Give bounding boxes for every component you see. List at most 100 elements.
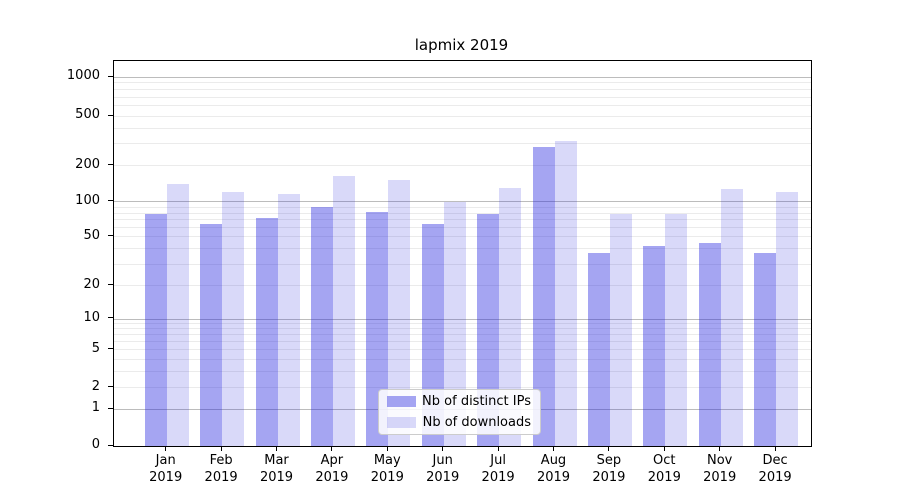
bar-distinct-ips [754,253,777,446]
minor-gridline [114,334,811,336]
year-label: 2019 [426,470,460,485]
year-label: 2019 [647,470,681,485]
bar-downloads [499,188,522,446]
year-label: 2019 [592,470,626,485]
minor-gridline [114,285,811,287]
bar-distinct-ips [310,207,333,446]
ytick-mark [108,200,113,202]
ytick-mark [108,348,113,350]
minor-gridline [114,248,811,250]
legend-label-distinct-ips: Nb of distinct IPs [422,394,531,409]
xtick-mark [386,446,388,451]
month-label: Mar [264,453,289,468]
month-label: Feb [209,453,233,468]
ytick-mark [108,164,113,166]
bar-distinct-ips [144,214,167,446]
major-gridline [114,201,811,203]
year-label: 2019 [149,470,183,485]
xtick-label: Sep 2019 [579,452,639,486]
month-label: Aug [540,453,567,468]
month-label: Apr [320,453,344,468]
ytick-mark [108,235,113,237]
bar-downloads [776,192,799,446]
minor-gridline [114,127,811,129]
xtick-label: Feb 2019 [191,452,251,486]
ytick-label: 50 [83,227,100,243]
year-label: 2019 [259,470,294,485]
ytick-mark [108,114,113,116]
month-label: Jan [155,453,176,468]
xtick-mark [165,446,167,451]
minor-gridline [114,206,811,208]
year-label: 2019 [481,470,515,485]
ytick-mark [108,407,113,409]
minor-gridline [114,323,811,325]
ytick-label: 5 [91,340,100,356]
minor-gridline [114,263,811,265]
minor-gridline [114,212,811,214]
minor-gridline [114,143,811,145]
bar-downloads [166,184,189,446]
xtick-label: Jul 2019 [468,452,528,486]
ytick-mark [108,386,113,388]
xtick-mark [276,446,277,451]
year-label: 2019 [315,470,349,485]
xtick-mark [497,446,499,451]
minor-gridline [114,341,811,343]
major-gridline [114,318,811,320]
ytick-label: 1 [91,400,100,415]
ytick-label: 200 [75,156,100,172]
year-label: 2019 [370,470,404,485]
month-label: Dec [762,453,788,468]
chart-title: lapmix 2019 [414,36,509,54]
minor-gridline [114,358,811,360]
ytick-label: 10 [83,309,100,325]
xtick-mark [663,446,665,451]
xtick-label: Mar 2019 [247,452,307,486]
bar-distinct-ips [366,212,389,446]
legend-swatch-downloads [387,417,416,428]
minor-gridline [114,370,811,372]
xtick-mark [553,446,554,451]
ytick-mark [108,444,113,446]
ytick-mark [108,284,113,286]
xtick-label: May 2019 [357,452,417,486]
month-label: Nov [707,453,733,468]
bar-distinct-ips [200,224,223,446]
xtick-label: Nov 2019 [690,452,750,486]
bar-downloads [222,192,245,446]
minor-gridline [114,227,811,229]
bar-downloads [443,201,466,446]
xtick-mark [442,446,444,451]
major-gridline [114,76,811,78]
legend-label-downloads: Nb of downloads [422,415,531,430]
ytick-label: 0 [91,437,100,452]
month-label: Oct [653,453,676,468]
year-label: 2019 [204,470,238,485]
xtick-label: Dec 2019 [745,452,805,486]
year-label: 2019 [703,470,737,485]
xtick-mark [719,446,721,451]
ytick-label: 1000 [66,68,100,84]
xtick-label: Aug 2019 [524,452,584,486]
bar-downloads [554,140,577,446]
xtick-label: Jun 2019 [413,452,473,486]
minor-gridline [114,387,811,389]
bar-distinct-ips [698,242,721,446]
xtick-mark [774,446,776,451]
bar-downloads [332,175,355,446]
bar-downloads [665,214,688,446]
xtick-label: Jan 2019 [136,452,196,486]
legend-item-downloads: Nb of downloads [379,414,540,432]
month-label: Jun [432,453,453,468]
bar-downloads [720,188,743,446]
ytick-label: 2 [91,378,100,394]
year-label: 2019 [536,470,571,485]
minor-gridline [114,328,811,330]
minor-gridline [114,349,811,351]
minor-gridline [114,96,811,98]
month-label: Jul [490,453,506,468]
month-label: Sep [596,453,622,468]
xtick-mark [331,446,333,451]
